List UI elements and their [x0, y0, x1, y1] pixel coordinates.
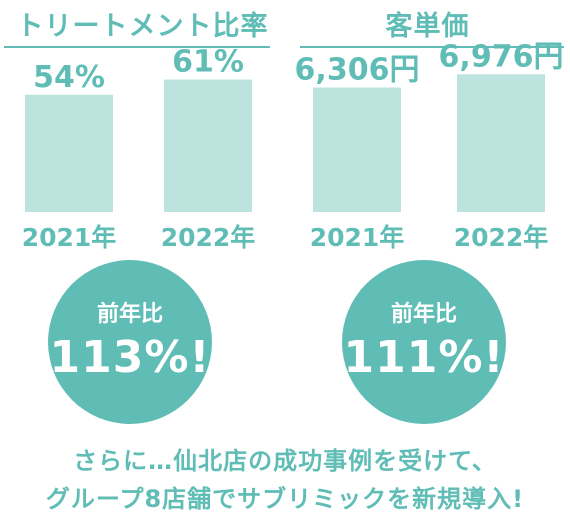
- title-underline: [300, 46, 564, 48]
- title-underline: [4, 46, 270, 48]
- yoy-badge-spend: 前年比 111%!: [342, 260, 506, 424]
- category-label: 2022年: [161, 223, 256, 252]
- yoy-label: 前年比: [390, 302, 457, 327]
- yoy-value: 111%!: [343, 332, 505, 383]
- category-label: 2021年: [22, 223, 117, 252]
- bar: [457, 74, 545, 212]
- average-spend-panel: 客単価 6,306円 2021年 6,976円 2022年: [285, 0, 570, 440]
- treatment-ratio-panel: トリートメント比率 54% 2021年 61% 2022年: [0, 0, 285, 440]
- treatment-ratio-chart: 54% 2021年 61% 2022年: [22, 45, 256, 252]
- chart-title: トリートメント比率: [16, 11, 269, 42]
- footer-line-2: グループ8店舗でサブリミックを新規導入!: [45, 485, 525, 513]
- value-label: 54%: [33, 60, 105, 95]
- average-spend-chart: 6,306円 2021年 6,976円 2022年: [295, 39, 564, 252]
- bar: [25, 94, 113, 212]
- chart-title: 客単価: [385, 11, 470, 42]
- bar: [313, 87, 401, 212]
- category-label: 2021年: [310, 223, 405, 252]
- yoy-value: 113%!: [49, 332, 211, 383]
- yoy-label: 前年比: [96, 302, 163, 327]
- value-label: 6,306円: [295, 53, 420, 88]
- footer-line-1: さらに…仙北店の成功事例を受けて、: [73, 447, 497, 475]
- category-label: 2022年: [454, 223, 549, 252]
- value-label: 61%: [172, 45, 244, 80]
- bar: [164, 79, 252, 213]
- yoy-badge-treatment: 前年比 113%!: [48, 260, 212, 424]
- value-label: 6,976円: [439, 39, 564, 74]
